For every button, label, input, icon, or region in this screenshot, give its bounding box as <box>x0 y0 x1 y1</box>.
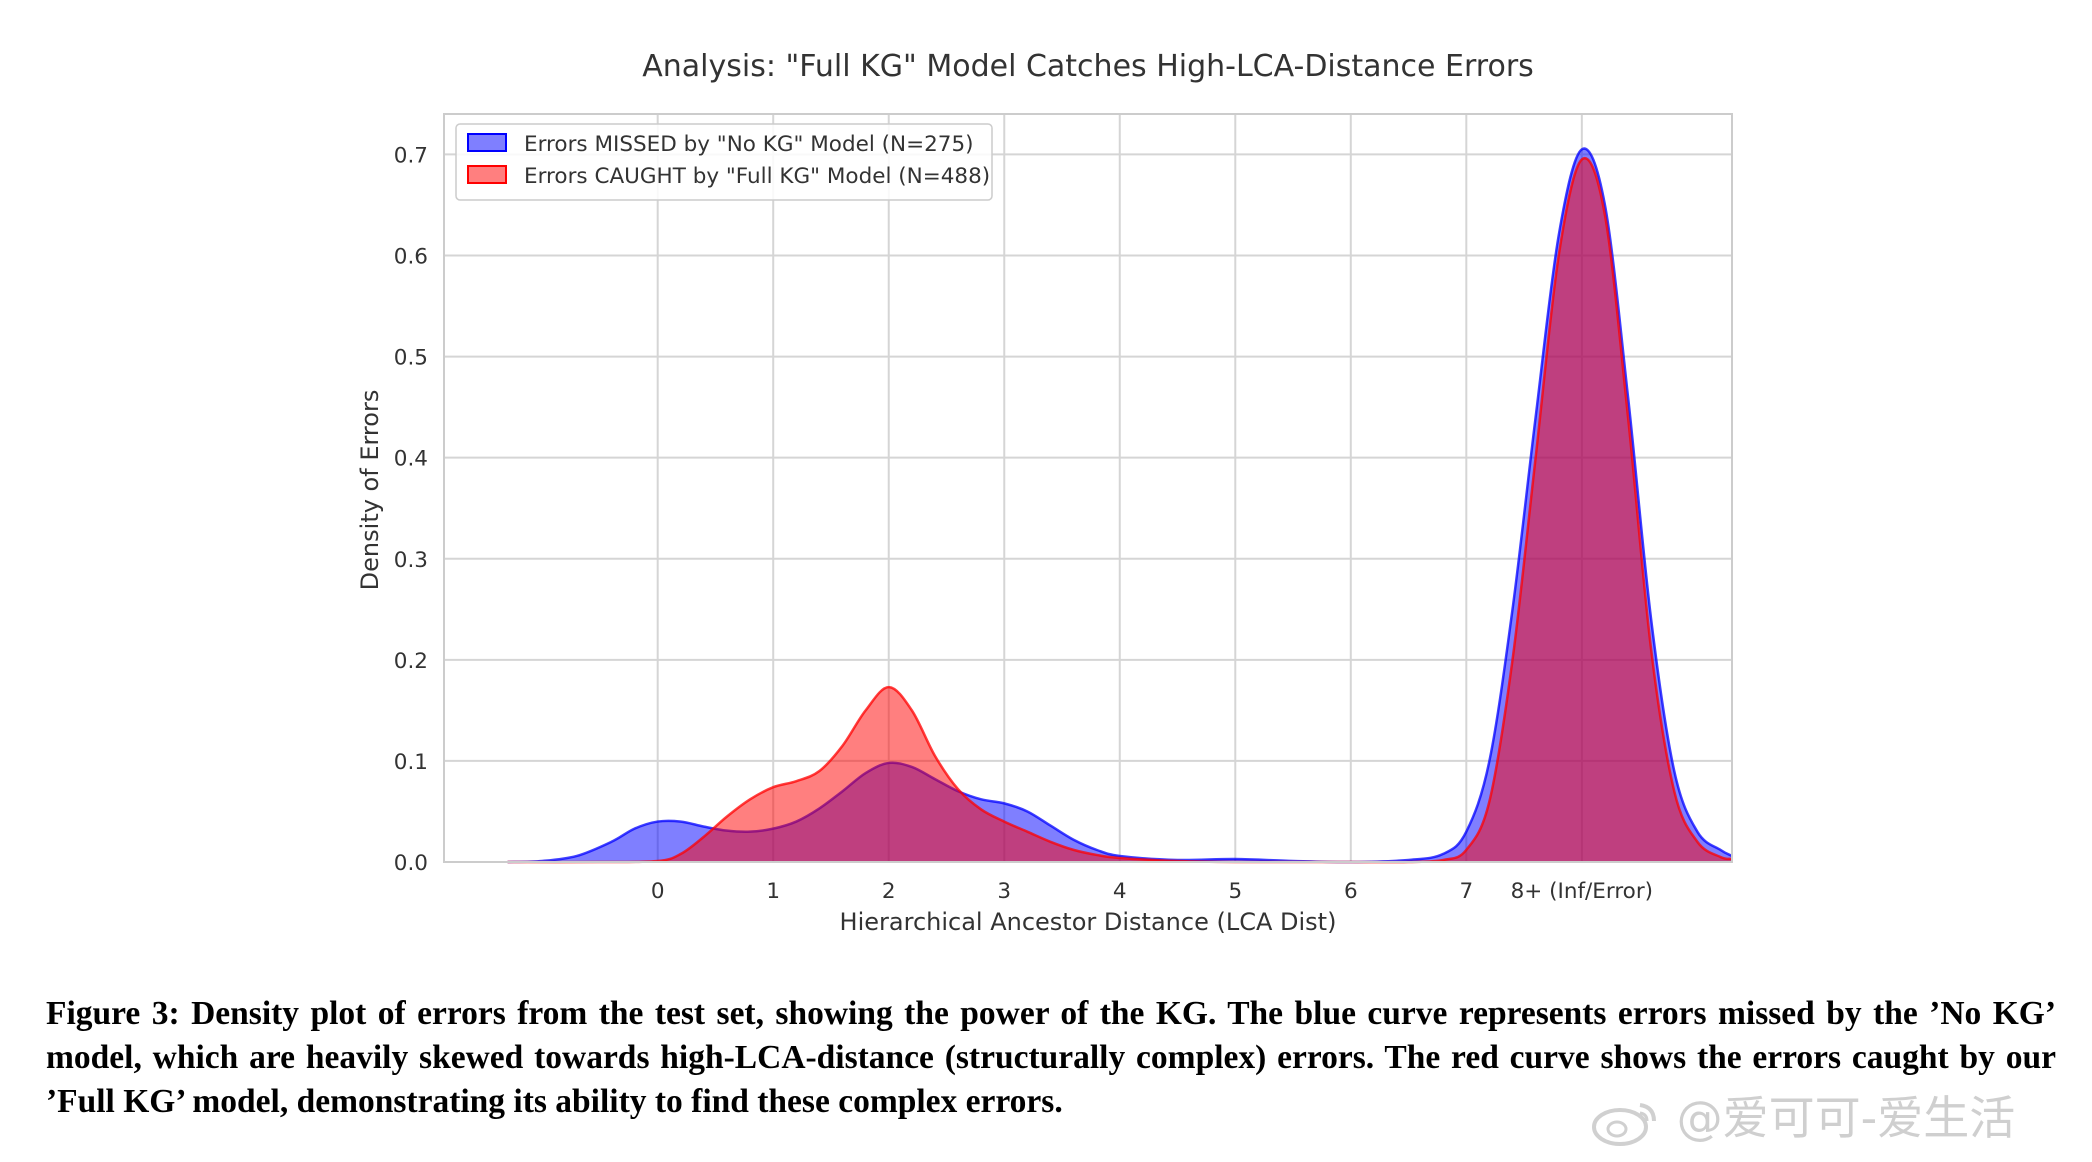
legend-swatch-caught <box>467 165 507 184</box>
weibo-logo-icon <box>1592 1102 1656 1146</box>
x-tick-labels: 0 1 2 3 4 5 6 7 8+ (Inf/Error) <box>651 879 1653 904</box>
x-tick-label: 2 <box>882 879 896 904</box>
legend-label-missed: Errors MISSED by "No KG" Model (N=275) <box>524 132 974 157</box>
x-tick-label: 8+ (Inf/Error) <box>1511 879 1654 904</box>
x-tick-label: 5 <box>1228 879 1242 904</box>
density-area-caught-line <box>507 156 1733 864</box>
chart-title: Analysis: "Full KG" Model Catches High-L… <box>642 49 1534 84</box>
y-tick-label: 0.7 <box>394 143 428 168</box>
density-area-caught-fill <box>507 158 1732 863</box>
y-tick-label: 0.2 <box>394 649 428 674</box>
y-tick-label: 0.6 <box>394 245 428 270</box>
plot-frame <box>443 113 1733 863</box>
x-axis-label: Hierarchical Ancestor Distance (LCA Dist… <box>840 908 1337 936</box>
y-tick-labels: 0.0 0.1 0.2 0.3 0.4 0.5 0.6 0.7 <box>394 143 428 876</box>
y-tick-label: 0.1 <box>394 750 428 775</box>
legend: Errors MISSED by "No KG" Model (N=275) E… <box>455 123 993 201</box>
x-tick-label: 1 <box>766 879 780 904</box>
legend-label-caught: Errors CAUGHT by "Full KG" Model (N=488) <box>524 164 990 189</box>
y-tick-label: 0.0 <box>394 851 428 876</box>
x-tick-label: 7 <box>1459 879 1473 904</box>
y-tick-label: 0.4 <box>394 447 428 472</box>
grid-lines <box>444 114 1732 863</box>
x-tick-label: 0 <box>651 879 665 904</box>
y-tick-label: 0.5 <box>394 346 428 371</box>
x-tick-label: 3 <box>997 879 1011 904</box>
y-axis-label: Density of Errors <box>356 390 384 591</box>
watermark: @爱可可-爱生活 <box>1590 1082 2015 1148</box>
watermark-text: @爱可可-爱生活 <box>1676 1091 2016 1145</box>
legend-swatch-missed <box>467 133 507 152</box>
figure-caption: Figure 3: Density plot of errors from th… <box>46 995 2056 1120</box>
density-areas <box>507 147 1733 864</box>
y-tick-label: 0.3 <box>394 548 428 573</box>
legend-box <box>455 123 993 201</box>
x-tick-label: 6 <box>1344 879 1358 904</box>
x-tick-label: 4 <box>1113 879 1127 904</box>
